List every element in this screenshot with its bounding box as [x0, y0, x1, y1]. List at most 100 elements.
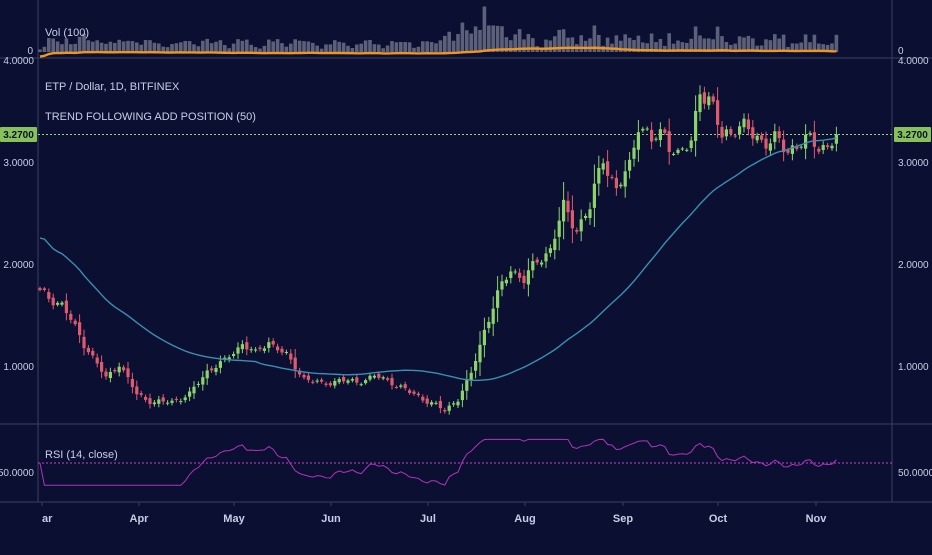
candle	[386, 376, 390, 382]
candle	[434, 400, 438, 405]
volume-bar	[526, 34, 531, 52]
candle	[632, 139, 636, 167]
candle	[302, 372, 306, 380]
rsi-left-tick: 50.0000	[0, 468, 34, 479]
candle	[711, 93, 715, 105]
volume-bar	[702, 38, 707, 52]
candle	[337, 377, 341, 385]
candle	[601, 158, 605, 175]
volume-bar	[183, 40, 187, 52]
candle	[628, 151, 632, 179]
candle	[482, 317, 486, 358]
volume-bar	[737, 36, 742, 52]
candle	[610, 174, 614, 180]
candle	[377, 371, 381, 380]
volume-bar	[377, 44, 381, 52]
candle	[289, 349, 293, 365]
volume-bar	[597, 34, 601, 52]
candle	[364, 378, 368, 385]
volume-bar	[504, 37, 509, 52]
candle	[738, 121, 742, 140]
volume-bar	[614, 35, 619, 52]
candle	[641, 126, 645, 133]
candle	[509, 266, 513, 284]
candle	[619, 182, 623, 189]
candle	[513, 268, 517, 275]
candle	[826, 142, 830, 150]
volume-bar	[808, 42, 812, 52]
volume-bar	[742, 37, 746, 52]
candle	[707, 92, 711, 110]
volume-bar	[209, 43, 214, 52]
candle	[804, 124, 808, 160]
volume-bar	[755, 45, 759, 52]
candle	[408, 388, 412, 395]
volume-bar	[337, 41, 341, 52]
candle	[588, 202, 592, 225]
volume-bar	[544, 39, 548, 52]
volume-bar	[161, 46, 165, 52]
candle	[496, 276, 500, 323]
volume-bar	[460, 22, 465, 52]
candle	[808, 130, 812, 137]
candle	[117, 362, 121, 377]
candle	[262, 346, 266, 354]
price-tick-left: 3.0000	[3, 158, 34, 169]
candle	[412, 389, 416, 396]
x-tick-label: Oct	[709, 513, 728, 525]
candle	[91, 347, 95, 359]
volume-bar	[363, 40, 368, 52]
volume-bar	[192, 44, 196, 52]
volume-bar	[174, 43, 179, 52]
volume-bar	[341, 42, 346, 52]
volume-bar	[196, 46, 201, 52]
candle	[86, 345, 90, 355]
candle	[148, 393, 152, 409]
candle	[188, 387, 192, 402]
volume-left-tick: 0	[27, 46, 33, 57]
volume-bar	[69, 44, 73, 52]
price-tick-right: 1.0000	[898, 362, 929, 373]
volume-bar	[311, 42, 315, 52]
volume-bar	[592, 25, 597, 52]
candle	[469, 366, 473, 387]
candle	[372, 374, 376, 380]
volume-bar	[275, 39, 280, 52]
candle	[522, 269, 526, 289]
candle	[174, 396, 178, 403]
candle	[500, 274, 504, 297]
volume-bar	[385, 45, 390, 52]
candle	[465, 369, 469, 400]
volume-bar	[557, 29, 561, 52]
volume-bar	[421, 41, 425, 52]
candle	[280, 345, 284, 356]
candle	[201, 371, 205, 391]
indicator-title: TREND FOLLOWING ADD POSITION (50)	[45, 111, 256, 123]
volume-bar	[685, 42, 689, 52]
candle	[623, 160, 627, 198]
volume-bar	[95, 40, 99, 52]
candle	[381, 375, 385, 381]
candle	[456, 399, 460, 408]
candle	[113, 367, 117, 374]
volume-bar	[715, 26, 720, 52]
candle	[227, 354, 231, 363]
volume-bar	[729, 44, 733, 52]
volume-bar	[64, 38, 69, 52]
volume-bar	[121, 41, 126, 52]
candle	[614, 170, 618, 196]
candle	[672, 152, 676, 156]
volume-bar	[531, 38, 535, 52]
candle	[579, 209, 583, 242]
candle	[716, 87, 720, 139]
volume-bar	[130, 41, 135, 52]
candle	[355, 374, 359, 386]
candle	[60, 300, 64, 307]
candle	[654, 136, 658, 142]
volume-bar	[627, 37, 632, 52]
volume-bar	[135, 42, 139, 52]
volume-bar	[407, 42, 412, 52]
volume-bar	[293, 39, 297, 52]
volume-bar	[152, 42, 157, 52]
candle	[676, 148, 680, 155]
